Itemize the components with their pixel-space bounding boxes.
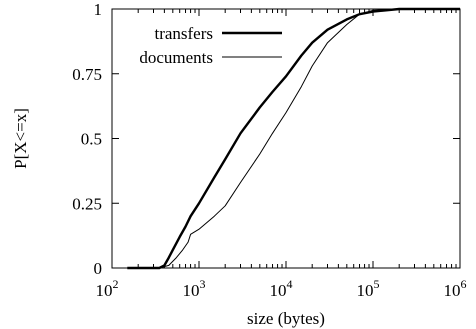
- x-axis-ticks: 102 103 104 105 106: [96, 9, 467, 300]
- y-tick-label: 0.5: [81, 130, 102, 149]
- series-line-documents: [127, 8, 460, 269]
- x-tick-label: 102: [96, 277, 119, 300]
- x-tick-label: 104: [270, 277, 293, 300]
- x-tick-label-exponent: 6: [461, 277, 467, 291]
- x-tick-label-base: 10: [96, 281, 113, 300]
- x-tick-label-exponent: 5: [374, 277, 380, 291]
- series-line-transfers: [127, 7, 460, 270]
- y-tick-label: 0.75: [72, 65, 102, 84]
- x-tick-label: 103: [183, 277, 206, 300]
- x-tick-label: 105: [357, 277, 380, 300]
- x-axis-title: size (bytes): [247, 309, 325, 328]
- x-tick-label-exponent: 2: [113, 277, 119, 291]
- x-tick-label-exponent: 3: [200, 277, 206, 291]
- x-tick-label-base: 10: [270, 281, 287, 300]
- x-tick-label: 106: [444, 277, 467, 300]
- y-tick-label: 0: [94, 259, 103, 278]
- y-axis-title: P[X<=x]: [11, 108, 30, 169]
- series-layer: [127, 7, 460, 270]
- x-tick-label-exponent: 4: [287, 277, 293, 291]
- y-tick-label: 1: [94, 0, 103, 19]
- x-tick-label-base: 10: [444, 281, 461, 300]
- x-tick-label-base: 10: [357, 281, 374, 300]
- y-tick-label: 0.25: [72, 194, 102, 213]
- x-tick-label-base: 10: [183, 281, 200, 300]
- legend-label-documents: documents: [139, 48, 213, 67]
- legend: transfers documents: [139, 24, 282, 67]
- y-axis-ticks: 0 0.25 0.5 0.75 1: [72, 0, 460, 278]
- legend-label-transfers: transfers: [154, 24, 213, 43]
